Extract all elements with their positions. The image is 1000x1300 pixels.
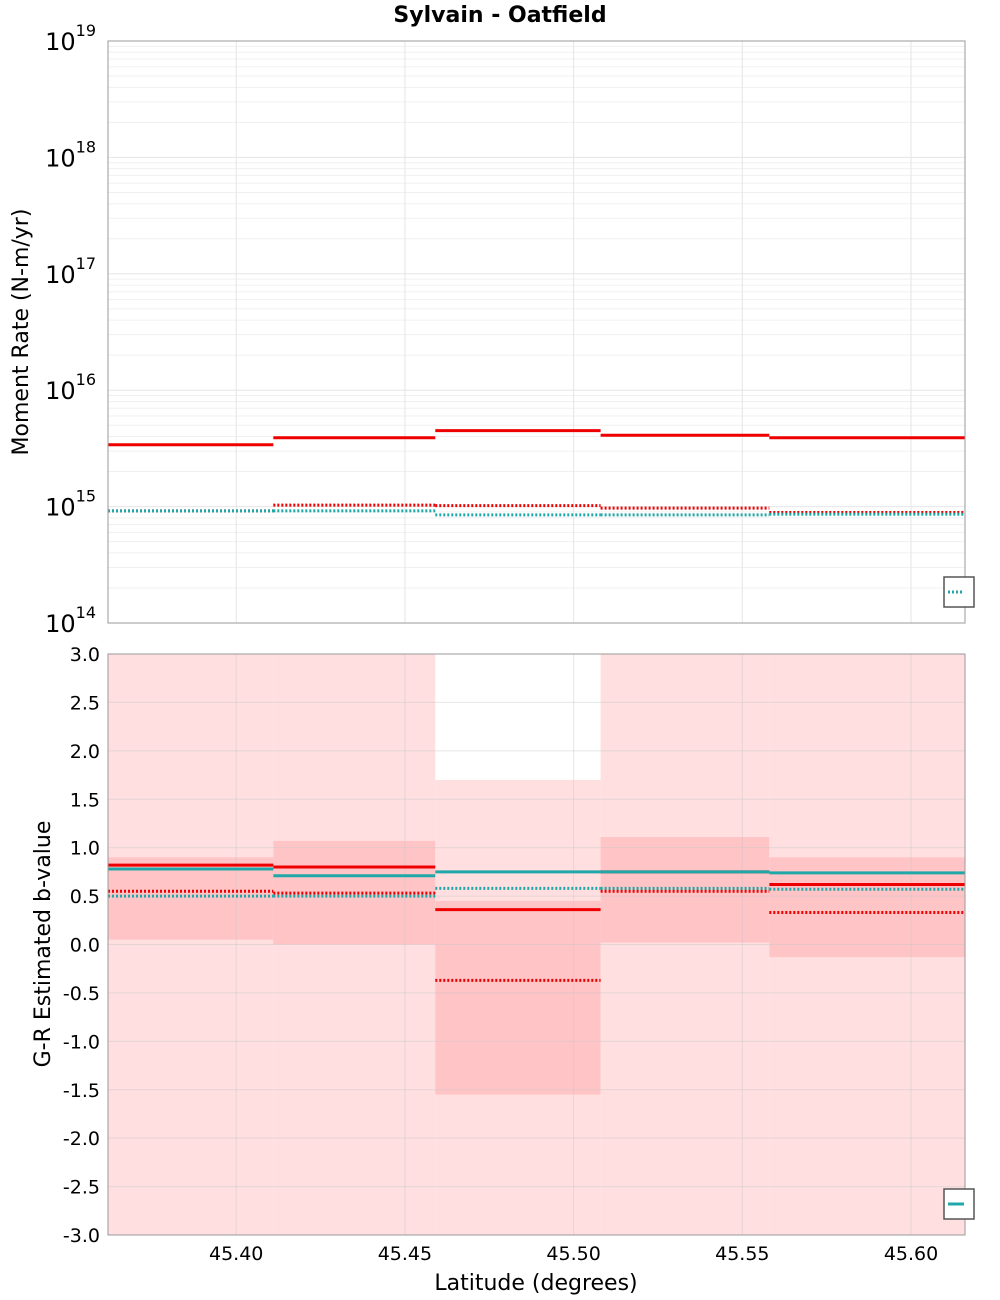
moment-rate-y-tick-label: 1014 bbox=[45, 603, 96, 638]
moment-rate-ylabel: Moment Rate (N-m/yr) bbox=[9, 209, 34, 456]
b-value-y-tick-label: -3.0 bbox=[63, 1225, 100, 1247]
b-value-y-tick-label: -1.5 bbox=[63, 1080, 100, 1102]
moment-rate-y-tick-label: 1015 bbox=[45, 487, 96, 522]
b-value-y-tick-label: -2.5 bbox=[63, 1177, 100, 1199]
b-value-y-tick-label: -0.5 bbox=[63, 983, 100, 1005]
b-value-y-ticks: -3.0 -2.5 -2.0 -1.5 -1.0 -0.5 0.0 0.5 1.0 1.5 2.0 2… bbox=[63, 644, 100, 1247]
b-value-frame bbox=[107, 653, 966, 1236]
x-tick-label: 45.55 bbox=[715, 1243, 769, 1265]
b-value-y-tick-label: 1.5 bbox=[70, 789, 100, 811]
b-value-inner-band bbox=[108, 857, 274, 940]
moment-rate-frame bbox=[107, 40, 966, 624]
moment-rate-grid bbox=[108, 40, 965, 624]
b-value-outer-band bbox=[108, 654, 274, 1235]
b-value-y-tick-label: 0.5 bbox=[70, 886, 100, 908]
b-value-panel: -3.0 -2.5 -2.0 -1.5 -1.0 -0.5 0.0 0.5 1.0 1.5 2.0 2… bbox=[31, 644, 975, 1265]
x-tick-label: 45.60 bbox=[884, 1243, 938, 1265]
b-value-inner-band bbox=[435, 900, 601, 1095]
b-value-y-tick-label: 2.5 bbox=[70, 692, 100, 714]
b-value-y-tick-label: 3.0 bbox=[70, 644, 100, 666]
b-value-y-tick-label: 0.0 bbox=[70, 935, 100, 957]
b-value-y-tick-label: -1.0 bbox=[63, 1031, 100, 1053]
moment-rate-y-ticks: 1014 1015 1016 1017 1018 1019 bbox=[45, 21, 96, 638]
moment-rate-legend[interactable] bbox=[943, 576, 975, 608]
moment-rate-y-tick-label: 1018 bbox=[45, 137, 96, 172]
b-value-y-tick-label: 1.0 bbox=[70, 838, 100, 860]
b-value-x-ticks: 45.40 45.45 45.50 45.55 45.60 bbox=[209, 1243, 938, 1265]
moment-rate-panel: 1014 1015 1016 1017 1018 1019 Moment Rate (N-… bbox=[9, 21, 975, 638]
b-value-outer-band bbox=[600, 654, 770, 1235]
moment-rate-series bbox=[108, 429, 965, 517]
x-tick-label: 45.50 bbox=[546, 1243, 600, 1265]
x-tick-label: 45.45 bbox=[378, 1243, 432, 1265]
b-value-ylabel: G-R Estimated b-value bbox=[31, 821, 56, 1068]
b-value-series bbox=[108, 863, 965, 982]
x-tick-label: 45.40 bbox=[209, 1243, 263, 1265]
moment-rate-y-tick-label: 1017 bbox=[45, 254, 96, 289]
b-value-legend[interactable] bbox=[943, 1188, 975, 1220]
chart-title: Sylvain - Oatfield bbox=[393, 3, 606, 28]
x-axis-label: Latitude (degrees) bbox=[434, 1271, 637, 1296]
moment-rate-y-tick-label: 1016 bbox=[45, 370, 96, 405]
b-value-y-tick-label: -2.0 bbox=[63, 1128, 100, 1150]
b-value-y-tick-label: 2.0 bbox=[70, 741, 100, 763]
moment-rate-y-tick-label: 1019 bbox=[45, 21, 96, 56]
